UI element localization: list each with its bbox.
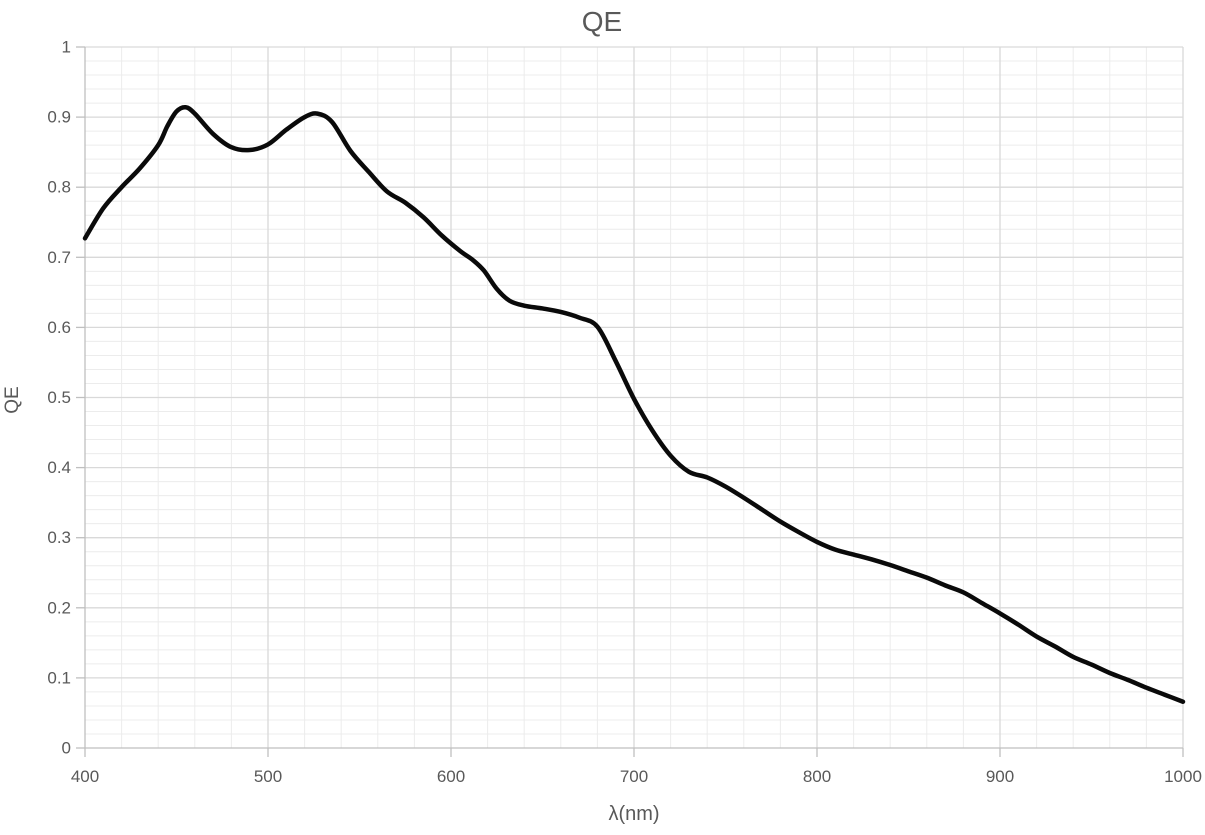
y-tick-label: 0.8 bbox=[47, 178, 71, 197]
x-tick-labels: 400 500 600 700 800 900 1000 bbox=[71, 767, 1202, 786]
y-tick-label: 0.7 bbox=[47, 248, 71, 267]
x-tick-label: 500 bbox=[254, 767, 282, 786]
x-tick-label: 900 bbox=[986, 767, 1014, 786]
x-tick-label: 600 bbox=[437, 767, 465, 786]
qe-curve bbox=[82, 104, 1186, 704]
y-tick-label: 0.9 bbox=[47, 108, 71, 127]
y-axis-title: QE bbox=[2, 386, 23, 413]
y-tick-label: 0 bbox=[62, 739, 71, 758]
y-tick-labels: 0 0.1 0.2 0.3 0.4 0.5 0.6 0.7 0.8 0.9 1 bbox=[47, 38, 71, 758]
x-tick-label: 400 bbox=[71, 767, 99, 786]
y-tick-label: 0.1 bbox=[47, 668, 71, 687]
y-tick-label: 0.4 bbox=[47, 458, 71, 477]
y-tick-label: 0.6 bbox=[47, 318, 71, 337]
y-tick-label: 0.5 bbox=[47, 388, 71, 407]
chart-title: QE bbox=[582, 6, 622, 37]
x-tick-label: 700 bbox=[620, 767, 648, 786]
y-tick-label: 1 bbox=[62, 38, 71, 57]
axis-tick-marks bbox=[76, 46, 1184, 757]
x-tick-label: 800 bbox=[803, 767, 831, 786]
y-tick-label: 0.3 bbox=[47, 528, 71, 547]
x-tick-label: 1000 bbox=[1164, 767, 1202, 786]
x-axis-title: λ(nm) bbox=[608, 803, 659, 825]
y-tick-label: 0.2 bbox=[47, 598, 71, 617]
